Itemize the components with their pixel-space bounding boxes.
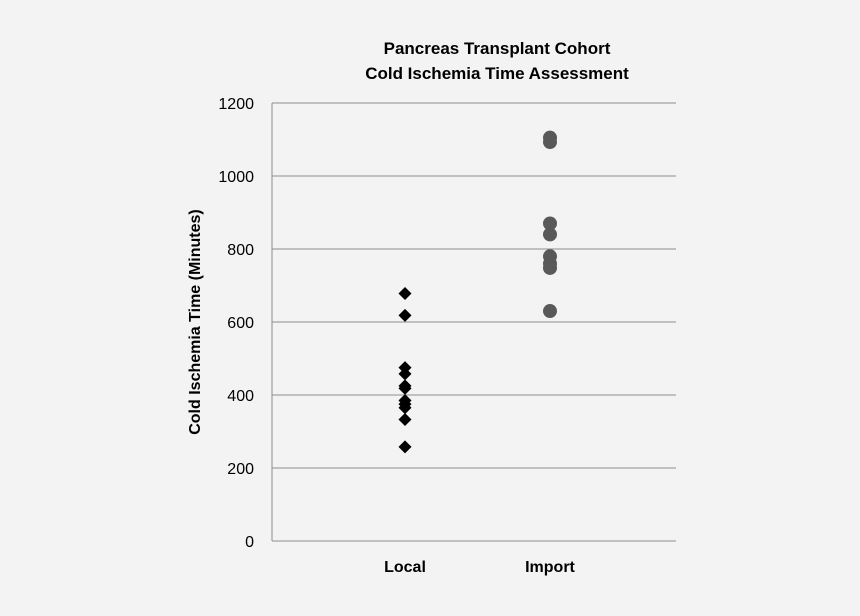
point-import-2 — [543, 216, 557, 231]
point-local-10 — [398, 440, 412, 454]
point-local-3 — [398, 367, 412, 381]
point-import-1 — [543, 135, 557, 150]
y-tick-label-800: 800 — [227, 242, 254, 259]
point-local-0 — [398, 287, 412, 301]
y-tick-label-0: 0 — [245, 534, 254, 551]
point-local-1 — [398, 308, 412, 322]
y-tick-label-400: 400 — [227, 388, 254, 405]
chart-title-line-2: Cold Ischemia Time Assessment — [365, 64, 629, 83]
point-import-3 — [543, 227, 557, 242]
y-axis-title: Cold Ischemia Time (Minutes) — [187, 209, 204, 435]
y-tick-label-1000: 1000 — [218, 169, 254, 186]
point-local-5 — [398, 381, 412, 395]
point-local-8 — [398, 401, 412, 415]
chart-title-line-1: Pancreas Transplant Cohort — [384, 39, 611, 58]
point-local-9 — [398, 412, 412, 426]
y-tick-label-1200: 1200 — [218, 96, 254, 113]
point-import-6 — [543, 260, 557, 275]
y-tick-label-600: 600 — [227, 315, 254, 332]
y-tick-label-200: 200 — [227, 461, 254, 478]
point-import-7 — [543, 304, 557, 319]
gridlines — [272, 102, 676, 542]
x-category-label-import: Import — [525, 559, 575, 576]
axes: 0 200 400 600 800 1000 1200 Local Import — [218, 96, 575, 576]
data-points — [398, 130, 557, 454]
x-category-label-local: Local — [384, 559, 426, 576]
